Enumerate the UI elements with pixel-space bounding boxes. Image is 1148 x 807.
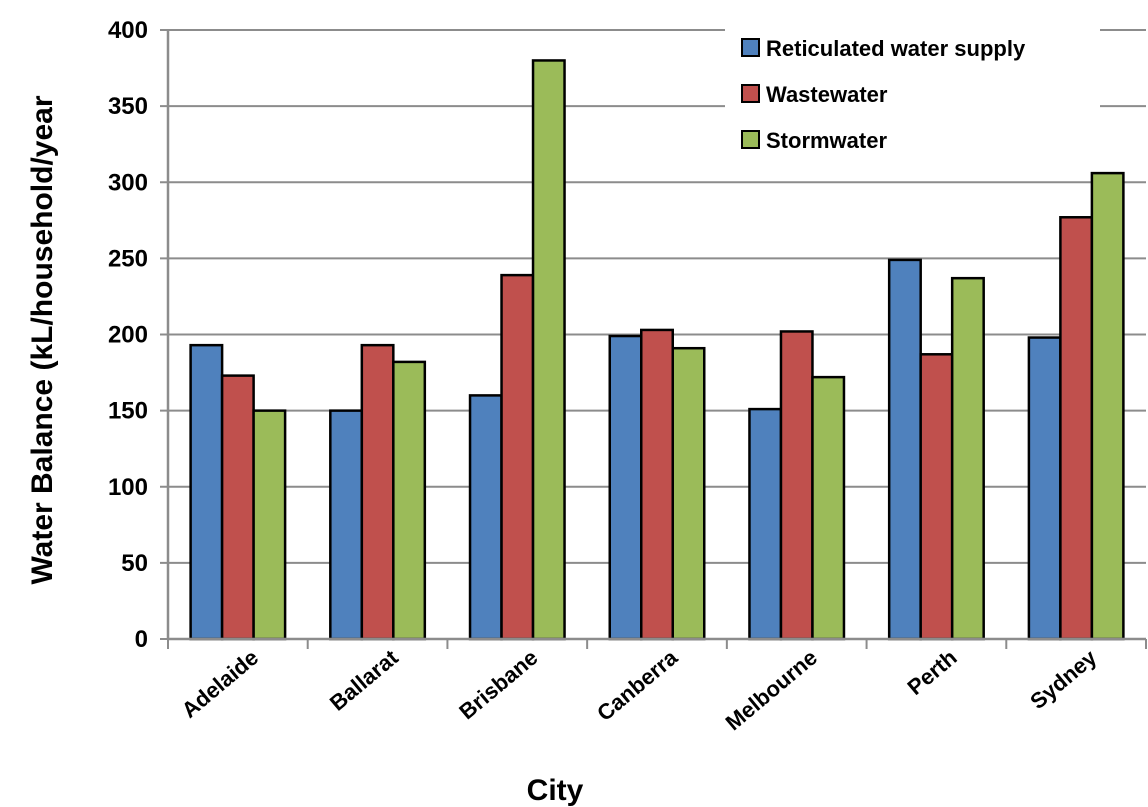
bar-perth-series-3: [950, 276, 985, 641]
y-tick-label: 350: [108, 93, 148, 120]
y-axis-title: Water Balance (kL/household/year: [26, 95, 59, 584]
x-tick-label: Ballarat: [325, 644, 403, 715]
bar-canberra-series-1: [608, 334, 643, 641]
x-tick-label: Adelaide: [177, 645, 263, 723]
y-tick-label: 400: [108, 17, 148, 44]
bar-brisbane-series-2: [500, 273, 535, 641]
bar-ballarat-series-1: [329, 409, 364, 641]
bar-adelaide-series-2: [220, 374, 255, 641]
bar-melbourne-series-2: [779, 330, 814, 641]
x-tick-label: Canberra: [592, 644, 683, 726]
legend-label: Stormwater: [766, 128, 887, 153]
y-tick-label: 200: [108, 322, 148, 349]
legend: Reticulated water supply Wastewater Stormw…: [725, 28, 1100, 168]
y-tick-label: 300: [108, 169, 148, 196]
y-tick-label: 0: [135, 626, 148, 653]
x-tick-label: Perth: [902, 645, 961, 700]
bar-canberra-series-2: [640, 328, 674, 641]
legend-label: Wastewater: [766, 82, 888, 107]
bar-perth-series-2: [919, 353, 954, 641]
x-axis-title: City: [527, 774, 584, 807]
bar-adelaide-series-1: [189, 343, 224, 641]
legend-swatch: [741, 38, 760, 57]
bar-melbourne-series-1: [748, 407, 783, 641]
bar-brisbane-series-3: [531, 59, 566, 641]
bar-sydney-series-1: [1027, 336, 1062, 641]
x-tick-label: Melbourne: [721, 645, 822, 736]
bar-adelaide-series-3: [252, 409, 287, 641]
legend-label: Reticulated water supply: [766, 36, 1026, 61]
y-tick-label: 50: [121, 550, 148, 577]
bar-melbourne-series-3: [811, 375, 846, 641]
x-tick-label: Sydney: [1025, 644, 1102, 714]
legend-swatch: [741, 130, 760, 149]
x-tick-label: Brisbane: [454, 645, 542, 725]
y-tick-label: 250: [108, 245, 148, 272]
bar-ballarat-series-2: [360, 343, 395, 641]
bar-ballarat-series-3: [392, 360, 427, 641]
bar-brisbane-series-1: [468, 394, 503, 641]
bar-sydney-series-3: [1090, 171, 1125, 641]
bar-sydney-series-2: [1059, 216, 1094, 641]
bar-canberra-series-3: [671, 346, 706, 641]
legend-box: [725, 28, 1100, 168]
y-tick-label: 100: [108, 474, 148, 501]
legend-swatch: [741, 84, 760, 103]
bar-perth-series-1: [887, 258, 922, 641]
y-tick-label: 150: [108, 398, 148, 425]
bars: [189, 59, 1125, 641]
